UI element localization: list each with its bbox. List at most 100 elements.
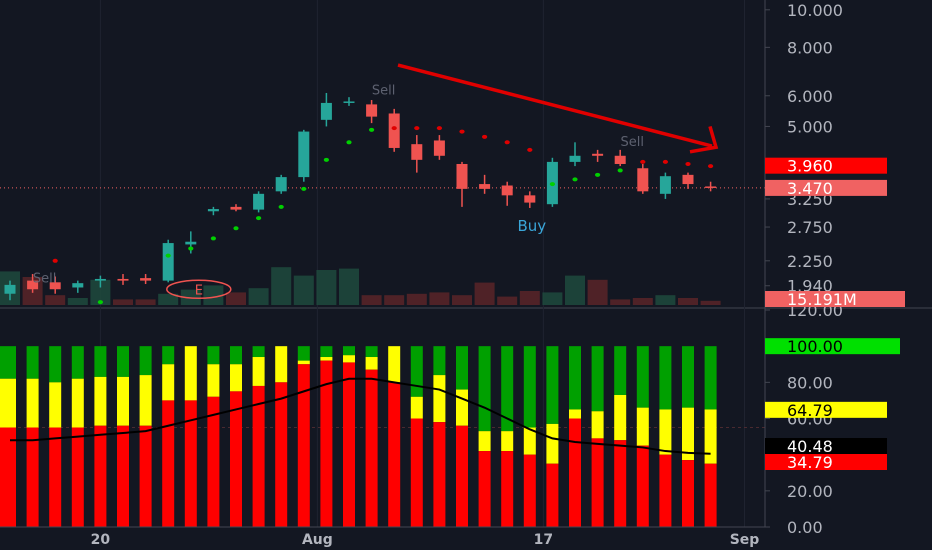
oscillator-bar-red bbox=[704, 463, 717, 527]
oscillator-bar-green bbox=[659, 346, 672, 410]
volume-bar bbox=[67, 298, 88, 305]
oscillator-line bbox=[10, 377, 711, 455]
oscillator-bar-yellow bbox=[207, 364, 220, 397]
oscillator-bar-green bbox=[252, 346, 265, 358]
sar-dot bbox=[504, 140, 510, 145]
volume-bar bbox=[248, 288, 269, 305]
oscillator-bar-red bbox=[591, 438, 604, 527]
oscillator-bar-yellow bbox=[456, 389, 468, 426]
oscillator-bar-green bbox=[456, 346, 468, 390]
volume-bar bbox=[293, 275, 314, 305]
sar-dot bbox=[256, 216, 262, 221]
oscillator-bar-red bbox=[546, 463, 559, 527]
candle-body bbox=[705, 186, 717, 188]
oscillator-bar-red bbox=[275, 382, 288, 527]
sar-dot bbox=[97, 300, 103, 305]
oscillator-bar-yellow bbox=[546, 423, 559, 464]
sar-dot bbox=[52, 258, 58, 263]
candle-body bbox=[4, 284, 16, 294]
sar-dot bbox=[595, 172, 601, 177]
candle-body bbox=[433, 140, 445, 156]
volume-bar bbox=[542, 292, 563, 305]
oscillator-bar-yellow bbox=[704, 409, 717, 464]
oscillator-bar-red bbox=[410, 418, 423, 527]
volume-bar bbox=[519, 291, 540, 305]
oscillator-bar-yellow bbox=[139, 375, 152, 426]
oscillator-bar-green bbox=[636, 346, 649, 408]
candle-body bbox=[569, 155, 581, 162]
x-tick-label: 20 bbox=[91, 532, 111, 548]
candle-body bbox=[592, 153, 604, 156]
sar-dot bbox=[391, 126, 397, 131]
volume-bar bbox=[655, 295, 676, 305]
oscillator-bar-yellow bbox=[117, 376, 129, 426]
candle-body bbox=[524, 195, 536, 203]
volume-bar bbox=[135, 299, 156, 305]
oscillator-bar-yellow bbox=[523, 427, 536, 455]
oscillator-bar-green bbox=[297, 346, 310, 361]
oscillator-bar-yellow bbox=[433, 375, 446, 423]
volume-bar bbox=[339, 268, 359, 305]
oscillator-bar-yellow bbox=[162, 364, 175, 401]
candle-body bbox=[94, 278, 106, 281]
oscillator-bar-yellow bbox=[71, 378, 84, 428]
candle-body bbox=[117, 278, 129, 281]
sar-dot bbox=[436, 126, 442, 131]
oscillator-bar-yellow bbox=[184, 346, 197, 401]
candle-body bbox=[682, 174, 694, 185]
oscillator-bar-yellow bbox=[49, 382, 62, 428]
price-label-text: 100.00 bbox=[787, 337, 843, 356]
sell-signal-label: Sell bbox=[33, 271, 56, 286]
sar-dot bbox=[549, 182, 556, 187]
volume-bar bbox=[90, 279, 111, 305]
oscillator-bar-green bbox=[614, 346, 627, 395]
oscillator-bar-red bbox=[0, 427, 16, 527]
oscillator-bar-yellow bbox=[94, 376, 107, 426]
volume-bar bbox=[678, 298, 698, 305]
sar-dot bbox=[301, 186, 307, 191]
oscillator-bar-yellow bbox=[343, 355, 355, 363]
candle-body bbox=[343, 101, 355, 103]
oscillator-bar-yellow bbox=[501, 431, 514, 452]
signal-annotations: Sell Sell Sell Buy E bbox=[33, 83, 644, 300]
oscillator-bar-green bbox=[704, 346, 717, 410]
oscillator-bar-red bbox=[184, 400, 197, 527]
oscillator-bar-green bbox=[433, 346, 446, 376]
price-label-text: 3.960 bbox=[787, 157, 833, 176]
candle-body bbox=[479, 184, 491, 189]
sar-dot bbox=[662, 159, 669, 164]
oscillator-bar-red bbox=[252, 385, 265, 527]
volume-bar bbox=[700, 300, 721, 305]
price-label-text: 15.191M bbox=[787, 290, 857, 309]
candle-body bbox=[659, 176, 671, 194]
oscillator-bar-red bbox=[478, 451, 491, 527]
candle-body bbox=[140, 278, 152, 281]
oscillator-bar-red bbox=[501, 451, 514, 527]
volume-bar bbox=[565, 275, 585, 305]
oscillator-bar-red bbox=[343, 362, 355, 527]
oscillator-bar-red bbox=[456, 425, 468, 527]
x-tick-label: 17 bbox=[534, 532, 553, 548]
oscillator-bar-yellow bbox=[230, 364, 242, 392]
candle-body bbox=[230, 206, 242, 210]
oscillator-bar-red bbox=[117, 425, 129, 527]
oscillator-bar-red bbox=[230, 391, 242, 527]
trend-arrow-shaft bbox=[397, 63, 713, 148]
oscillator-bar-red bbox=[365, 369, 378, 527]
candle-body bbox=[27, 280, 39, 290]
oscillator-bar-green bbox=[162, 346, 175, 365]
oscillator-bar-yellow bbox=[410, 396, 423, 419]
oscillator-bar-green bbox=[501, 346, 514, 432]
candle-body bbox=[614, 155, 626, 164]
oscillator-bar-yellow bbox=[388, 346, 401, 383]
oscillator-bar-red bbox=[636, 445, 649, 527]
sar-dot bbox=[323, 157, 329, 162]
oscillator-bar-yellow bbox=[297, 360, 310, 365]
sar-dot bbox=[482, 134, 488, 139]
sar-dot bbox=[572, 177, 578, 182]
oscillator-bar-green bbox=[682, 346, 694, 408]
oscillator-bar-yellow bbox=[569, 409, 581, 419]
oscillator-bar-green bbox=[26, 346, 39, 379]
